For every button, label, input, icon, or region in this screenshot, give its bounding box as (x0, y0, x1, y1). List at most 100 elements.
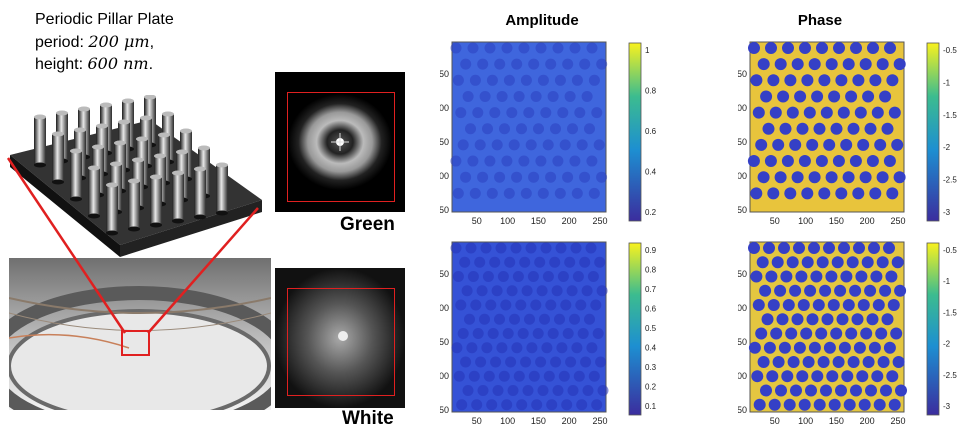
pillar-dot (783, 398, 796, 411)
pillar-dot (772, 138, 785, 151)
pillar-dot (587, 271, 599, 282)
pillar (88, 165, 100, 219)
pillar-dot (795, 270, 808, 283)
height-suffix: . (148, 56, 154, 73)
y-tick-label: 250 (738, 205, 747, 215)
pillar-plate-illustration (10, 95, 262, 257)
pillar-dot (854, 106, 867, 119)
pillar-dot (515, 299, 527, 311)
y-tick-label: 150 (738, 137, 747, 147)
pillar-dot (467, 155, 479, 167)
pillar-dot (596, 285, 608, 297)
pillar-dot (513, 370, 525, 382)
pillar-dot (479, 313, 490, 325)
pillar-dot (581, 285, 593, 297)
pillar-dots (747, 42, 906, 200)
sample-photo (9, 258, 271, 410)
colorbar-tick-label: 0.8 (645, 87, 657, 96)
pillar-dot (881, 122, 894, 135)
fft-green-image (288, 94, 392, 190)
pillar-dot (816, 256, 829, 269)
pillar-dot (524, 313, 535, 325)
pillar-dot (813, 398, 826, 411)
pillar-dot (592, 328, 604, 339)
colorbar-tick-label: 0.8 (645, 266, 657, 275)
period-suffix: , (149, 34, 155, 51)
amplitude-green-map: 50 50 100 100 150 150 200 200 250 250 (440, 41, 608, 226)
pillar-dot (790, 384, 802, 397)
colorbar-tick-label: 0.2 (645, 383, 657, 392)
pillar-dot (475, 356, 487, 368)
pillar-dot (476, 285, 488, 297)
x-tick-label: 100 (798, 416, 813, 426)
fft-green-panel (275, 72, 405, 212)
pillar-dot (549, 256, 561, 268)
x-tick-label: 250 (592, 216, 607, 226)
colorbar-tick-label: -1.5 (943, 308, 957, 317)
pillar-dot (579, 256, 591, 268)
pillar-dot (520, 356, 532, 368)
pillar-dot (479, 90, 491, 102)
pillar-dot (501, 42, 513, 54)
pillar-dot (528, 171, 540, 183)
pillar-dot (895, 384, 907, 397)
pillar-dot (452, 271, 464, 282)
pillar-dot (787, 356, 800, 368)
pillar-dot (545, 171, 557, 183)
colorbar-tick-label: 0.6 (645, 305, 657, 314)
pillar-dot (860, 327, 873, 340)
pillar-dot (862, 90, 875, 103)
pillar-dot (530, 299, 542, 311)
pillar-dot (779, 122, 792, 135)
x-tick-label: 100 (500, 416, 515, 426)
colorbar-tick-label: -3 (943, 208, 951, 217)
pillar-dot (775, 384, 787, 397)
pillar (34, 114, 46, 168)
pillar-dot (857, 299, 870, 311)
pillar-dot (747, 155, 760, 168)
pillar-dot (450, 42, 462, 54)
pillar-dot (765, 270, 778, 283)
pillar-dot (577, 328, 589, 339)
photo-roi-box (121, 330, 150, 356)
pillar-dot (845, 90, 858, 103)
pillar-dot (834, 284, 847, 297)
pillar-dot (522, 385, 534, 396)
pillar-dot (584, 123, 595, 135)
pillar-dot (842, 299, 855, 311)
pillar-dot (511, 342, 523, 354)
pillar-dot (892, 356, 905, 368)
pillar-dot (518, 155, 530, 167)
pillar-dot (845, 327, 858, 340)
pillar-dot (826, 370, 839, 383)
pillar-dot (838, 341, 851, 354)
pillar-dot (580, 356, 592, 368)
colorbar-phase-green: -0.5 -1 -1.5 -2 -2.5 -3 (926, 42, 963, 235)
pillar-dot (873, 398, 886, 411)
pillar-dot (760, 384, 772, 397)
pillar-dot (810, 270, 823, 283)
map-background (451, 41, 607, 213)
pillar-dot (545, 299, 557, 311)
pillar-dot (832, 155, 845, 168)
phase-green-map: 50 50 100 100 150 150 200 200 250 250 (738, 41, 906, 226)
x-tick-label: 50 (472, 216, 482, 226)
pillar-dot (757, 58, 770, 71)
pillar-dot (560, 299, 572, 311)
pillar-dot (585, 242, 597, 254)
pillar-dot (793, 242, 805, 254)
pillar-dot (778, 242, 790, 254)
pillar-dot (520, 187, 532, 199)
pillar-dot (557, 271, 569, 282)
pillar-dot (543, 370, 555, 382)
pillar (216, 162, 228, 216)
pillar-dot (562, 328, 574, 339)
pillar-dot (869, 187, 882, 200)
y-tick-label: 200 (440, 371, 449, 381)
pillar-dot (498, 370, 510, 382)
pillar-dot (547, 90, 559, 102)
pillar-dot (569, 155, 581, 167)
pillar-dot (451, 342, 463, 354)
pillar (106, 182, 118, 236)
pillar-dot (852, 187, 865, 200)
